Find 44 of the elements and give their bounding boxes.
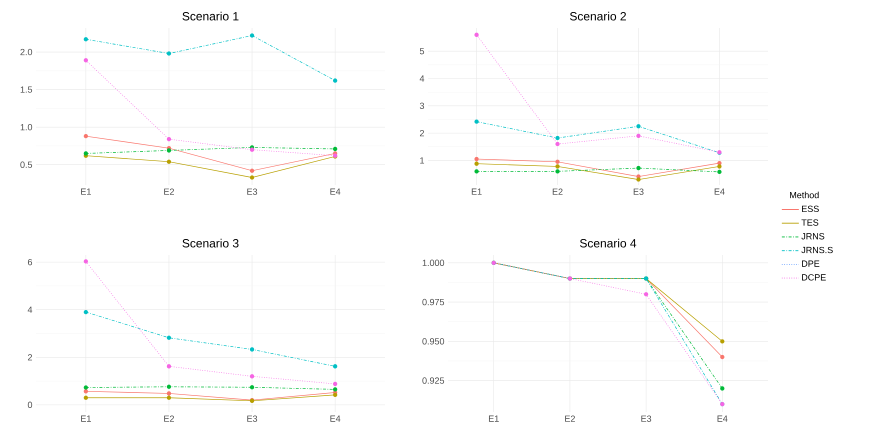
y-tick-label: 1 xyxy=(420,157,424,164)
chart-title: Scenario 4 xyxy=(580,238,636,248)
legend-label: TES xyxy=(801,219,818,226)
x-tick-label: E2 xyxy=(552,188,563,195)
x-tick-label: E1 xyxy=(81,416,91,422)
chart-title: Scenario 2 xyxy=(570,12,626,20)
y-tick-label: 1.0 xyxy=(20,124,32,130)
y-tick-label: 2 xyxy=(28,354,32,360)
x-tick-label: E2 xyxy=(565,416,575,422)
x-tick-label: E1 xyxy=(81,188,91,195)
legend-label: DCPE xyxy=(802,274,826,281)
x-tick-label: E2 xyxy=(164,416,174,422)
legend-label: ESS xyxy=(802,206,819,212)
x-tick-label: E2 xyxy=(164,188,174,195)
y-tick-label: 4 xyxy=(28,306,32,313)
legend-label: DPE xyxy=(802,260,820,267)
x-tick-label: E4 xyxy=(330,188,340,195)
x-tick-label: E4 xyxy=(718,416,728,422)
chart-title: Scenario 1 xyxy=(182,12,238,20)
x-tick-label: E4 xyxy=(714,188,725,195)
legend-label: JRNS.S xyxy=(801,246,833,254)
y-tick-label: 0.950 xyxy=(422,338,444,345)
legend-label: JRNS xyxy=(801,233,824,240)
y-tick-label: 1.000 xyxy=(422,260,444,266)
x-tick-label: E1 xyxy=(488,416,499,422)
y-tick-label: 6 xyxy=(28,258,32,266)
y-tick-label: 5 xyxy=(420,48,424,54)
y-tick-label: 1.5 xyxy=(20,86,32,93)
x-tick-label: E4 xyxy=(330,416,340,422)
x-tick-label: E3 xyxy=(247,188,258,195)
y-tick-label: 2.0 xyxy=(20,48,32,56)
x-tick-label: E3 xyxy=(634,188,644,195)
y-tick-label: 0.975 xyxy=(422,298,444,306)
chart-title: Scenario 3 xyxy=(182,238,239,248)
y-tick-label: 0 xyxy=(28,402,32,408)
y-tick-label: 2 xyxy=(420,130,424,136)
legend-title: Method xyxy=(790,192,819,198)
x-tick-label: E3 xyxy=(247,416,258,422)
x-tick-label: E3 xyxy=(641,416,652,422)
y-tick-label: 3 xyxy=(420,102,424,109)
y-tick-label: 0.925 xyxy=(422,377,444,384)
y-tick-label: 4 xyxy=(420,75,424,82)
y-tick-label: 0.5 xyxy=(20,162,32,168)
x-tick-label: E1 xyxy=(472,188,482,195)
